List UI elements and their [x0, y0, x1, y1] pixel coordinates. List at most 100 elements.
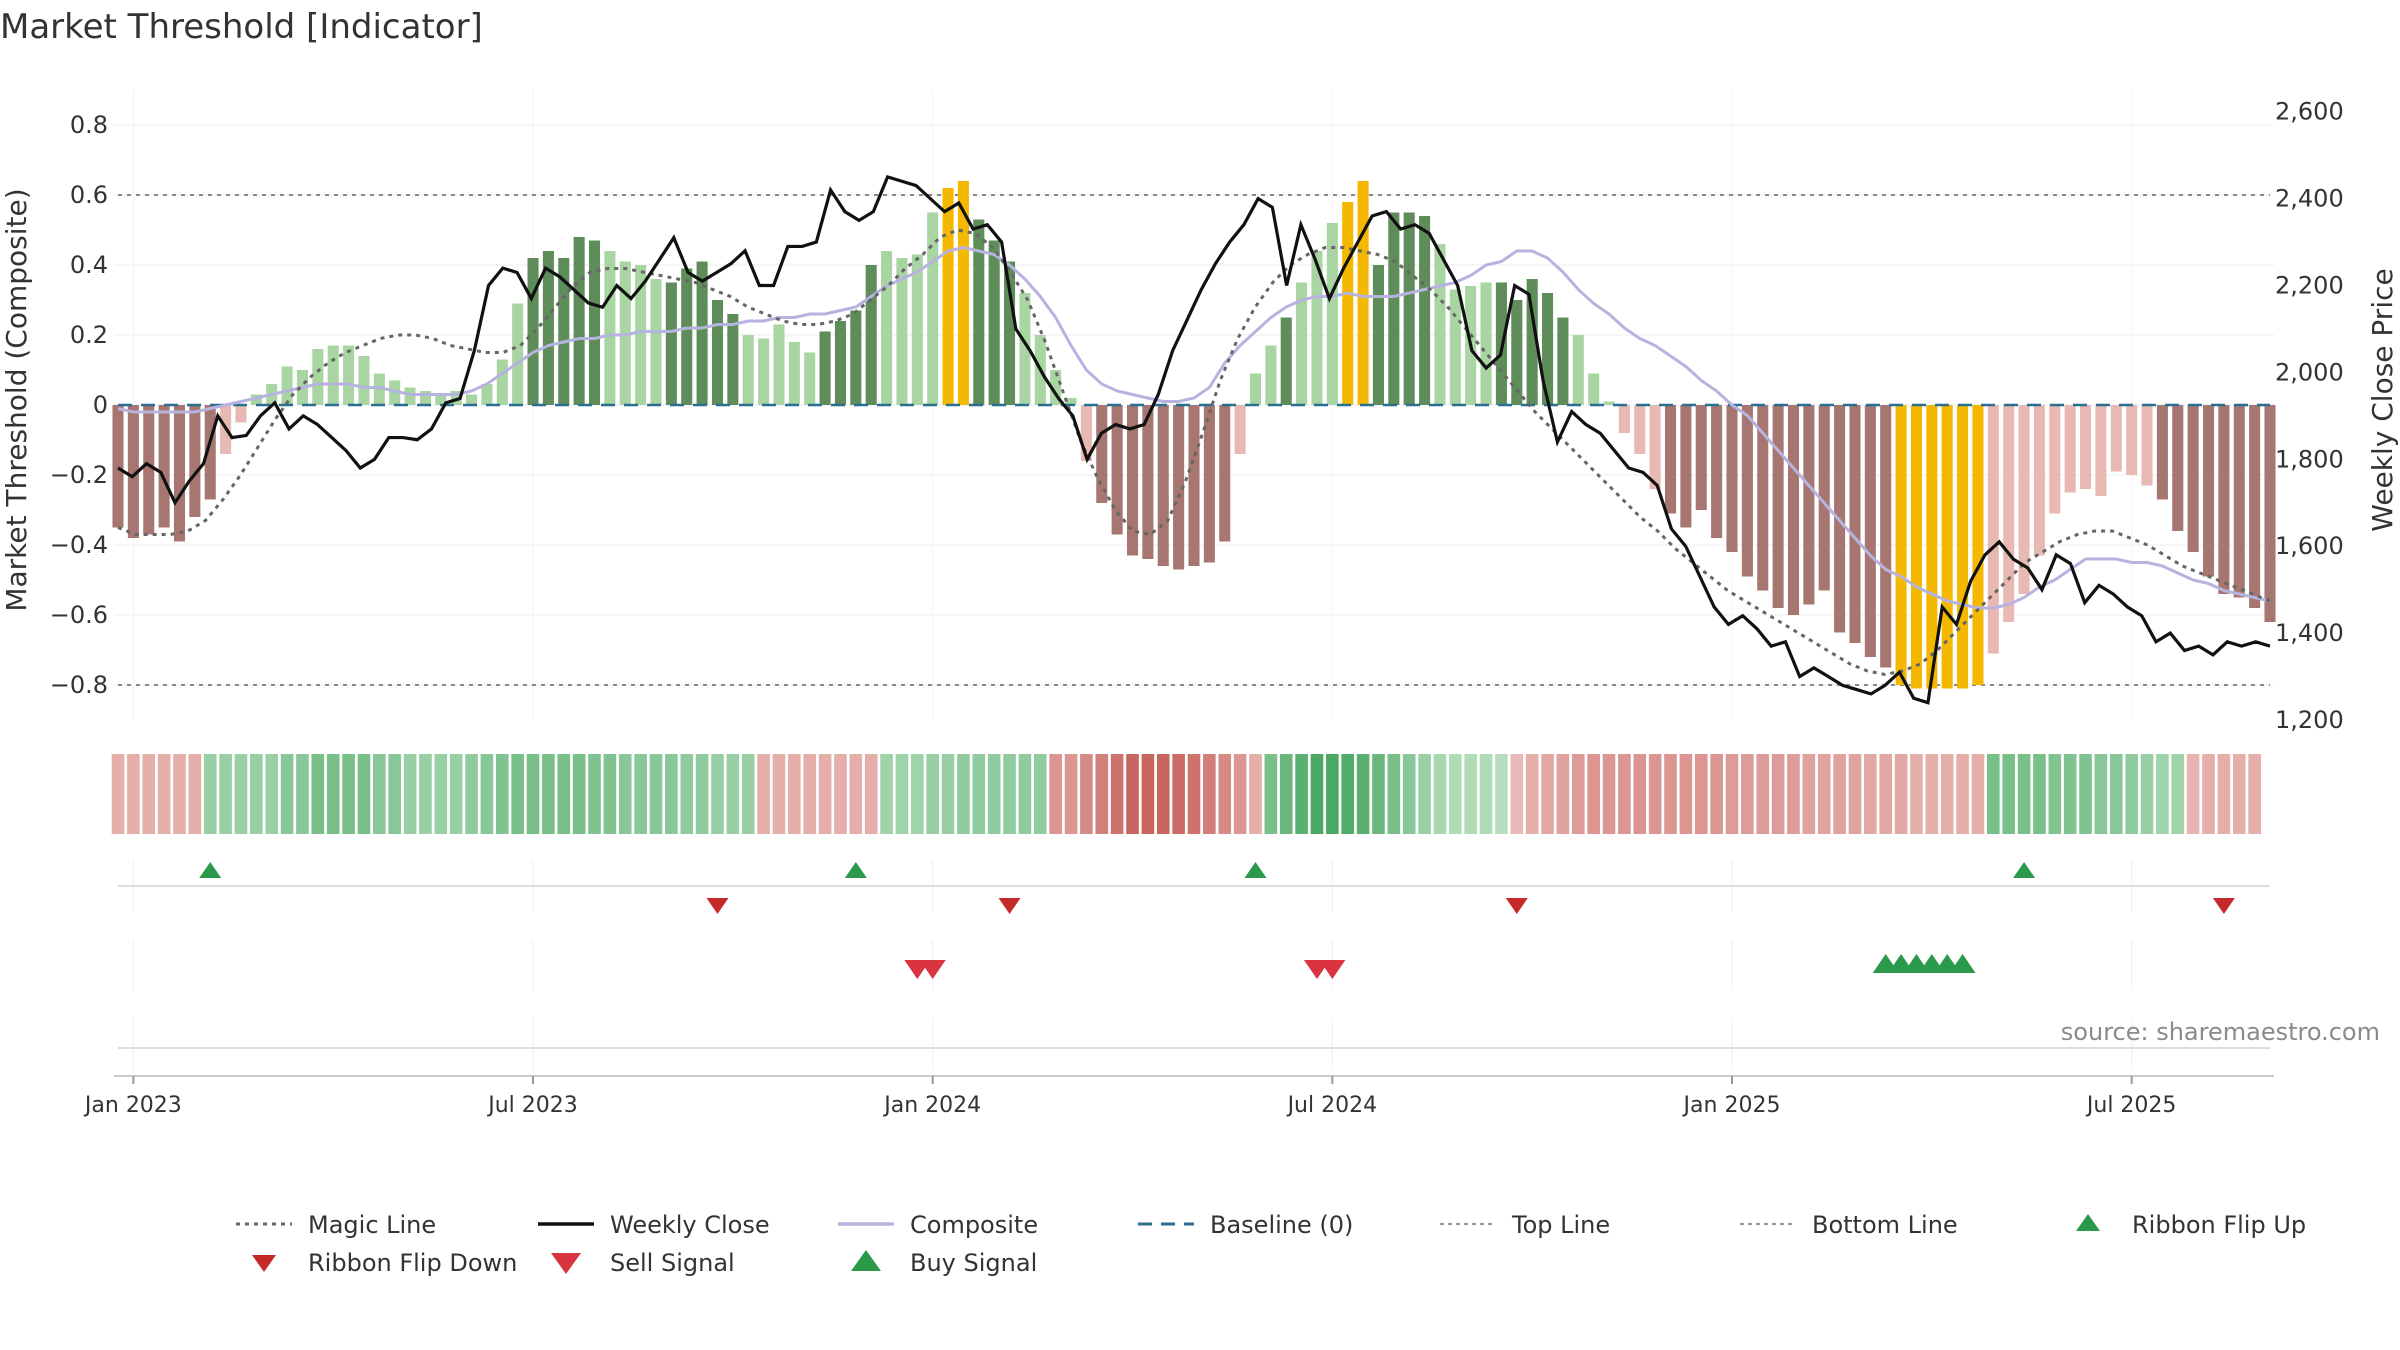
ribbon-cell	[1080, 754, 1093, 834]
composite-bar	[1080, 405, 1092, 461]
composite-bar	[1188, 405, 1200, 566]
ribbon-cell	[326, 754, 340, 834]
composite-bar	[2126, 405, 2138, 475]
ribbon-cell	[572, 754, 586, 834]
x-tick-label: Jan 2023	[83, 1093, 182, 1118]
composite-bar	[957, 181, 969, 405]
ribbon-cell	[1848, 754, 1862, 834]
legend-item: Baseline (0)	[1138, 1211, 1353, 1239]
composite-bar	[143, 405, 155, 535]
source-note: source: sharemaestro.com	[2061, 1018, 2380, 1046]
y-axis-label-left: Market Threshold (Composite)	[0, 188, 33, 611]
composite-bar	[588, 240, 601, 405]
ribbon-cell	[1295, 754, 1308, 834]
composite-bar	[1664, 405, 1677, 514]
weekly-close-line	[117, 174, 2271, 705]
x-tick-label: Jul 2025	[2085, 1093, 2177, 1118]
ribbon-cell	[588, 754, 601, 834]
ribbon-cell	[726, 754, 740, 834]
composite-bar	[2141, 405, 2153, 486]
ribbon-cell	[1495, 754, 1508, 834]
x-tick-label: Jul 2024	[1286, 1093, 1378, 1118]
composite-bar	[1588, 373, 1600, 405]
composite-bar	[758, 338, 770, 405]
composite-bar	[1372, 265, 1384, 405]
composite-bar	[927, 212, 939, 405]
ribbon-cell	[695, 754, 709, 834]
y-tick-right: 1,200	[2275, 706, 2344, 734]
sell-signal-marker	[1319, 960, 1346, 979]
legend-item: Ribbon Flip Down	[252, 1249, 517, 1277]
ribbon-cell	[957, 754, 970, 834]
ribbon-cell	[1541, 754, 1554, 834]
composite-bar	[2095, 405, 2107, 496]
ribbon-cell	[1187, 754, 1201, 834]
composite-bar	[542, 251, 554, 405]
ribbon-cell	[1510, 754, 1524, 834]
composite-bar	[1572, 335, 1584, 405]
ribbon-cell	[1833, 754, 1846, 834]
y-tick-left: 0	[93, 391, 108, 419]
ribbon-cell	[680, 754, 694, 834]
ribbon-cell	[1372, 754, 1385, 834]
ribbon-cell	[1249, 754, 1262, 834]
ribbon-cell	[1387, 754, 1401, 834]
composite-bar	[1895, 405, 1907, 685]
legend-item: Composite	[838, 1211, 1038, 1239]
sell-signal-marker	[919, 960, 946, 979]
ribbon-cell	[1910, 754, 1923, 834]
ribbon-cell	[142, 754, 156, 834]
y-tick-right: 1,600	[2275, 532, 2344, 560]
ribbon-cell	[972, 754, 986, 834]
composite-bar	[1941, 405, 1953, 689]
composite-bar	[1234, 405, 1246, 454]
y-axis-label-right: Weekly Close Price	[2366, 268, 2399, 531]
ribbon-cell	[2232, 754, 2246, 834]
legend-item: Magic Line	[236, 1211, 436, 1239]
ribbon-flip-up-marker	[199, 862, 222, 878]
composite-bar	[1004, 261, 1016, 405]
composite-bar	[2264, 405, 2276, 622]
legend-label: Ribbon Flip Down	[308, 1249, 517, 1277]
ribbon-cell	[495, 754, 509, 834]
composite-bar	[973, 219, 985, 405]
composite-bar	[696, 261, 708, 405]
ribbon-cell	[449, 754, 463, 834]
ribbon-cell	[2094, 754, 2108, 834]
ribbon-cell	[2171, 754, 2185, 834]
composite-bar	[2080, 405, 2092, 489]
composite-bar	[419, 391, 431, 405]
ribbon-flip-down-marker	[2212, 898, 2235, 914]
ribbon-cell	[1033, 754, 1047, 834]
composite-bar	[2033, 405, 2045, 556]
x-tick-label: Jul 2023	[486, 1093, 578, 1118]
ribbon-cell	[357, 754, 371, 834]
ribbon-cell	[342, 754, 355, 834]
ribbon-cell	[434, 754, 448, 834]
main-panel: 0.8 0.6 0.4 0.2 0 −0.2 −0.4 −0.6 −0.8 2,600 2,400 2…	[50, 90, 2344, 734]
ribbon-cell	[1679, 754, 1693, 834]
y-tick-left: −0.8	[50, 671, 108, 699]
ribbon-cell	[1571, 754, 1585, 834]
ribbon-cell	[511, 754, 524, 834]
composite-bar	[1511, 300, 1523, 405]
ribbon-cell	[280, 754, 294, 834]
ribbon-cell	[1741, 754, 1754, 834]
magic-line	[117, 228, 2271, 677]
composite-bar	[1557, 317, 1569, 405]
composite-bar	[988, 240, 1000, 405]
ribbon-cell	[526, 754, 540, 834]
legend-item: Weekly Close	[538, 1211, 770, 1239]
y-tick-left: −0.6	[50, 601, 108, 629]
ribbon-cell	[219, 754, 232, 834]
ribbon-cell	[1802, 754, 1816, 834]
composite-bar	[327, 345, 339, 405]
composite-bar	[1818, 405, 1830, 591]
composite-bar	[1403, 212, 1415, 405]
legend-label: Bottom Line	[1812, 1211, 1958, 1239]
ribbon-cell	[1694, 754, 1708, 834]
ribbon-cell	[1233, 754, 1247, 834]
composite-bar	[2233, 405, 2245, 598]
composite-bar	[389, 380, 401, 405]
composite-bar	[250, 394, 262, 405]
